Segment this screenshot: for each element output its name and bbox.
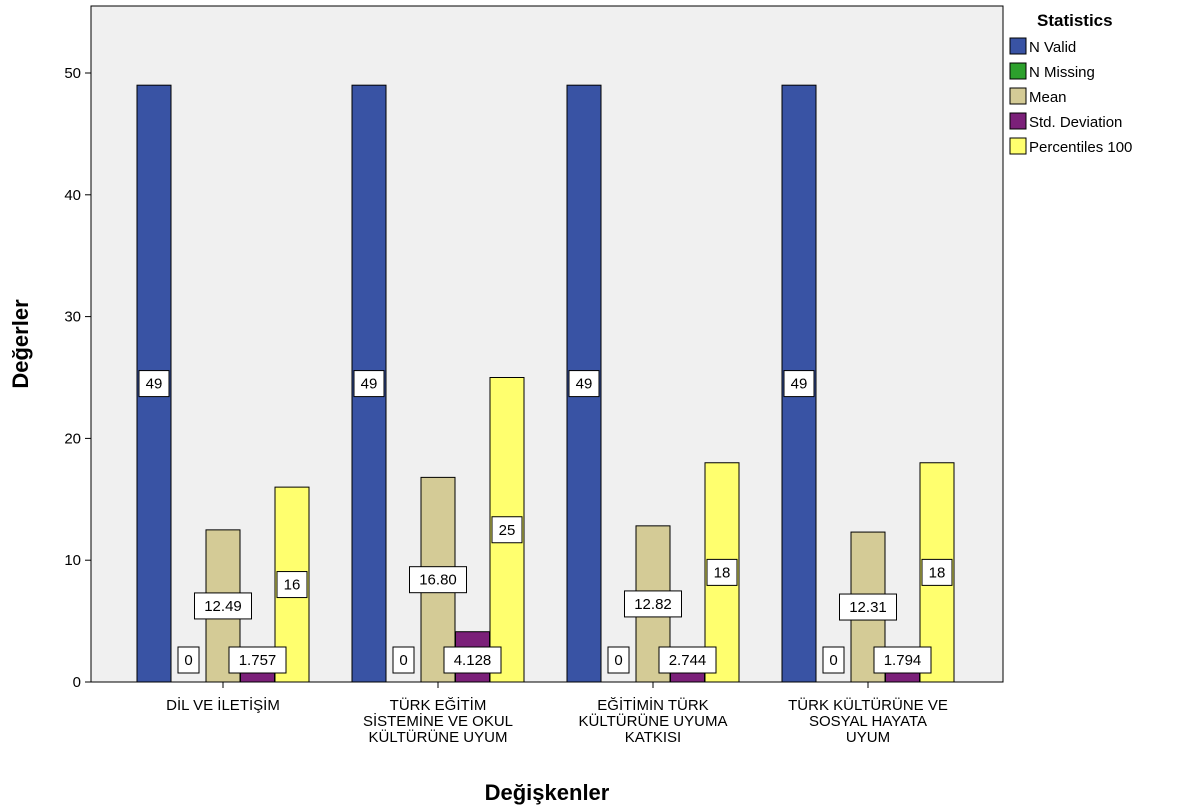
data-label-text: 49 xyxy=(361,376,378,393)
data-label-text: 49 xyxy=(146,376,163,393)
legend-swatch xyxy=(1009,62,1027,80)
data-label-box xyxy=(491,516,523,544)
bars-group: 49 0 12.49 1.757 16 49 0 16.80 4.128 25 49 0 12.82 2.… xyxy=(136,84,955,683)
data-label-text: 12.82 xyxy=(634,596,672,613)
data-label-box xyxy=(873,646,932,674)
data-label: 12.31 xyxy=(839,593,897,621)
data-label-box xyxy=(607,646,630,674)
legend-label: Mean xyxy=(1029,89,1067,106)
x-tick-label: TÜRK EĞİTİM SİSTEMİNE VE OKUL KÜLTÜRÜNE UY… xyxy=(363,696,513,746)
data-label: 16.80 xyxy=(409,566,467,594)
y-axis: 0 10 20 30 40 50 xyxy=(64,65,91,691)
x-tick-label: DİL VE İLETİŞİM xyxy=(166,696,280,714)
data-label-box xyxy=(228,646,287,674)
y-tick-label: 30 xyxy=(64,309,81,326)
data-label-text: 16 xyxy=(284,577,301,594)
x-axis: DİL VE İLETİŞİM TÜRK EĞİTİM SİSTEMİNE VE O… xyxy=(166,682,948,746)
data-label-text: 12.31 xyxy=(849,599,887,616)
data-label-box xyxy=(839,593,897,621)
data-label-text: 0 xyxy=(614,652,622,669)
y-tick-label: 50 xyxy=(64,65,81,82)
data-label-box xyxy=(706,558,738,586)
data-label-text: 1.757 xyxy=(239,652,277,669)
data-label-box xyxy=(658,646,717,674)
data-label-box xyxy=(177,646,200,674)
data-label-box xyxy=(138,370,170,398)
legend-swatch xyxy=(1009,137,1027,155)
data-label-text: 4.128 xyxy=(454,652,492,669)
data-label-text: 18 xyxy=(714,564,731,581)
data-label: 2.744 xyxy=(658,646,717,674)
x-tick-label: EĞİTİMİN TÜRK KÜLTÜRÜNE UYUMA KATKISI xyxy=(579,696,728,746)
y-tick-label: 10 xyxy=(64,552,81,569)
legend-title: Statistics xyxy=(1037,11,1113,30)
data-label: 0 xyxy=(607,646,630,674)
data-label: 49 xyxy=(138,370,170,398)
data-label-text: 12.49 xyxy=(204,598,242,615)
data-label-text: 2.744 xyxy=(669,652,707,669)
data-label-text: 1.794 xyxy=(884,652,922,669)
data-label-box xyxy=(392,646,415,674)
data-label: 12.82 xyxy=(624,590,682,618)
data-label-box xyxy=(443,646,502,674)
data-label: 18 xyxy=(921,558,953,586)
legend-item-n-valid: N Valid xyxy=(1009,37,1076,56)
y-axis-title: Değerler xyxy=(8,299,33,389)
data-label: 12.49 xyxy=(194,592,252,620)
data-label: 0 xyxy=(392,646,415,674)
data-label-box xyxy=(409,566,467,594)
data-label-text: 49 xyxy=(791,376,808,393)
data-label-box xyxy=(568,370,600,398)
y-tick-label: 20 xyxy=(64,430,81,447)
data-label: 18 xyxy=(706,558,738,586)
data-label-text: 0 xyxy=(399,652,407,669)
legend-label: Percentiles 100 xyxy=(1029,139,1132,156)
data-label-box xyxy=(783,370,815,398)
data-label: 16 xyxy=(276,571,308,599)
legend-label: N Valid xyxy=(1029,39,1076,56)
legend-swatch xyxy=(1009,112,1027,130)
data-label-box xyxy=(276,571,308,599)
data-label-box xyxy=(194,592,252,620)
data-label: 25 xyxy=(491,516,523,544)
data-label: 1.757 xyxy=(228,646,287,674)
data-label-text: 25 xyxy=(499,522,516,539)
data-label-box xyxy=(353,370,385,398)
data-label-text: 0 xyxy=(829,652,837,669)
data-label-text: 0 xyxy=(184,652,192,669)
data-label-text: 18 xyxy=(929,564,946,581)
legend: Statistics N Valid N Missing Mean Std. Devi… xyxy=(1009,11,1132,156)
legend-label: N Missing xyxy=(1029,64,1095,81)
data-label: 4.128 xyxy=(443,646,502,674)
data-label-box xyxy=(624,590,682,618)
legend-item-mean: Mean xyxy=(1009,87,1067,106)
data-label-box xyxy=(822,646,845,674)
data-label-box xyxy=(921,558,953,586)
data-label: 49 xyxy=(783,370,815,398)
y-tick-label: 0 xyxy=(73,674,81,691)
y-tick-label: 40 xyxy=(64,187,81,204)
legend-item-percentiles-100: Percentiles 100 xyxy=(1009,137,1132,156)
data-label: 49 xyxy=(353,370,385,398)
x-axis-title: Değişkenler xyxy=(485,780,610,805)
data-label: 1.794 xyxy=(873,646,932,674)
x-tick-label: TÜRK KÜLTÜRÜNE VE SOSYAL HAYATA UYUM xyxy=(788,696,948,746)
legend-label: Std. Deviation xyxy=(1029,114,1122,131)
data-label: 0 xyxy=(177,646,200,674)
legend-swatch xyxy=(1009,87,1027,105)
legend-swatch xyxy=(1009,37,1027,55)
data-label: 49 xyxy=(568,370,600,398)
legend-item-std-deviation: Std. Deviation xyxy=(1009,112,1122,131)
data-label: 0 xyxy=(822,646,845,674)
legend-item-n-missing: N Missing xyxy=(1009,62,1095,81)
data-label-text: 49 xyxy=(576,376,593,393)
data-label-text: 16.80 xyxy=(419,572,457,589)
